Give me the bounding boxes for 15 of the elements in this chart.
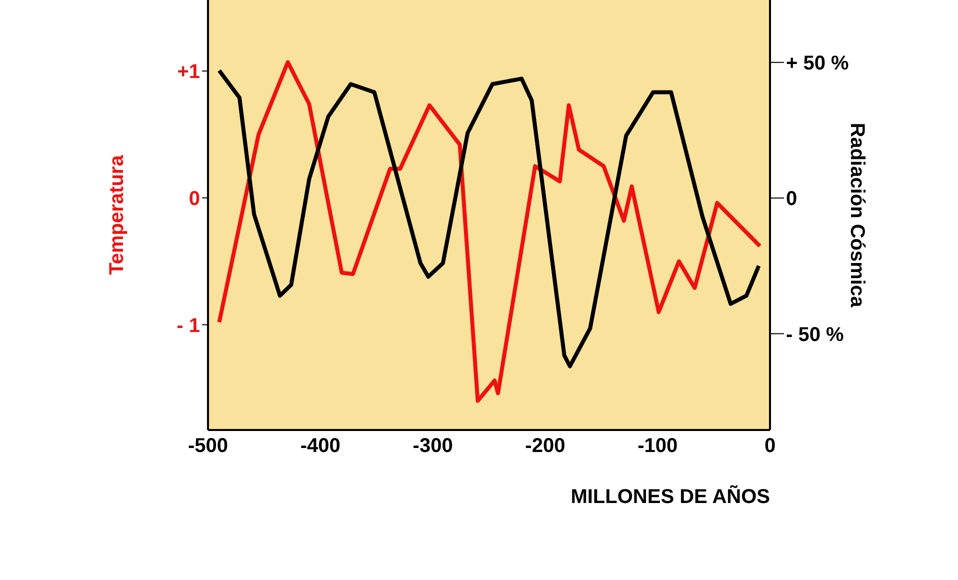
x-axis-title: MILLONES DE AÑOS	[570, 485, 770, 508]
y-axis-title: Temperatura	[106, 154, 128, 275]
x-tick-label: 0	[764, 435, 776, 458]
y-tick-label: +1	[177, 61, 200, 84]
x-tick-label: -200	[525, 435, 566, 458]
y2-tick-label: 0	[786, 188, 798, 210]
x-tick-label: -400	[300, 435, 340, 458]
x-tick-label: -100	[638, 435, 678, 458]
y2-tick-label: + 50 %	[786, 52, 850, 74]
x-tick-label: -500	[188, 435, 228, 458]
y-tick-label: 0	[188, 188, 200, 210]
y2-tick-label: - 50 %	[786, 324, 844, 346]
y-tick-label: - 1	[176, 314, 200, 337]
x-tick-label: -300	[412, 435, 453, 458]
y2-axis-title: Radiación Cósmica	[846, 122, 868, 308]
